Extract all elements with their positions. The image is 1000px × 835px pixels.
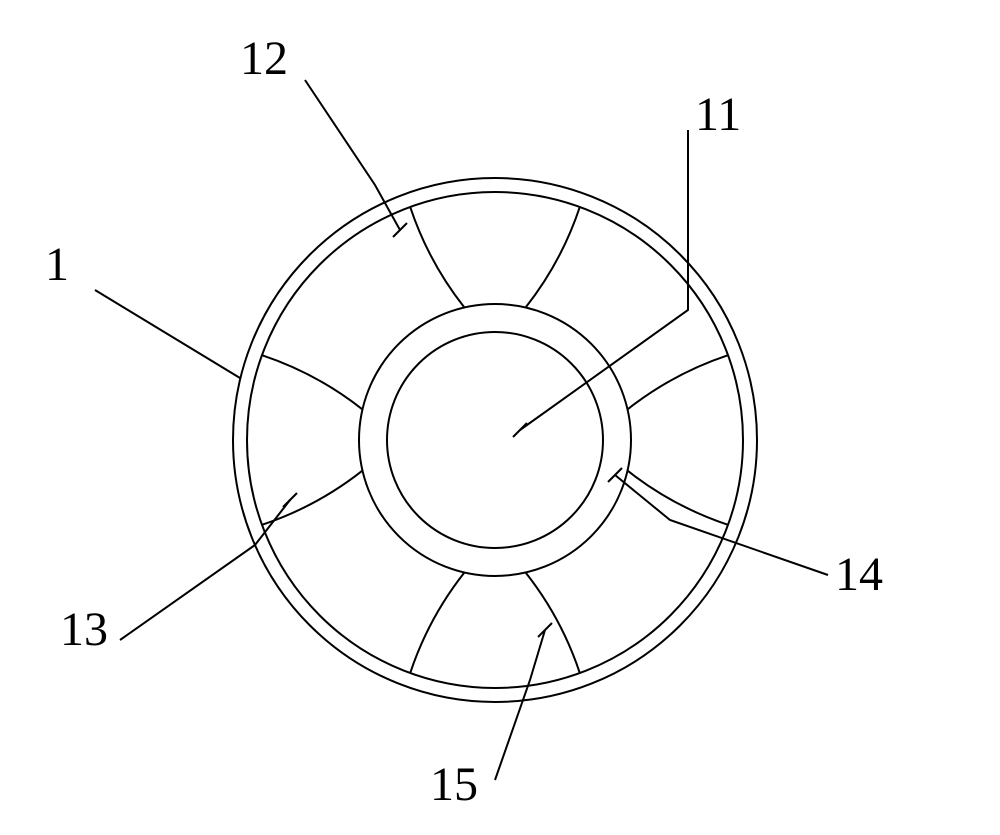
label-l13: 13: [60, 603, 108, 656]
leader-l15: [495, 630, 545, 780]
spoke-3-edge-1: [628, 355, 729, 409]
outer-ring-inner: [247, 192, 743, 688]
spoke-2-edge-1: [410, 207, 464, 308]
spoke-1-edge-0: [410, 573, 464, 674]
leader-l1: [95, 290, 240, 378]
tick-l11: [513, 423, 527, 437]
label-l11: 11: [695, 88, 741, 141]
spoke-0-edge-1: [526, 573, 580, 674]
spoke-2-edge-0: [262, 355, 363, 409]
inner-ring-outer: [359, 304, 631, 576]
leader-l14: [615, 475, 828, 575]
label-l14: 14: [835, 548, 883, 601]
leader-l12: [305, 80, 400, 230]
leader-l13: [120, 500, 290, 640]
inner-ring-inner: [387, 332, 603, 548]
tick-l13: [283, 493, 297, 507]
spoke-3-edge-0: [526, 207, 580, 308]
label-l12: 12: [240, 32, 288, 85]
tick-l15: [538, 623, 552, 637]
label-l15: 15: [430, 758, 478, 811]
outer-ring-outer: [233, 178, 757, 702]
label-l1: 1: [45, 238, 69, 291]
tick-l12: [393, 223, 407, 237]
diagram-canvas: 12111131415: [0, 0, 1000, 835]
